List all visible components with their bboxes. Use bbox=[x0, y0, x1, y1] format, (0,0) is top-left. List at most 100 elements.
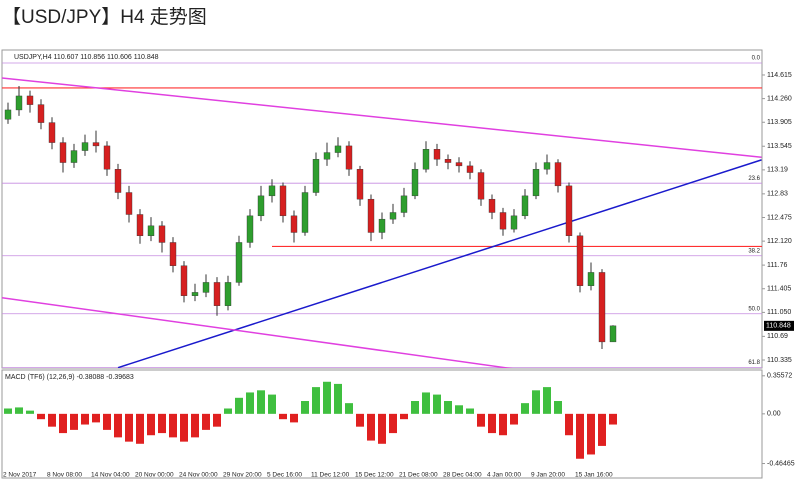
trendline bbox=[117, 159, 762, 368]
y-tick-label: -0.46465 bbox=[767, 460, 795, 467]
macd-bar bbox=[389, 413, 397, 434]
y-tick-label: 110.69 bbox=[767, 333, 788, 340]
macd-bar bbox=[268, 394, 276, 414]
candle-body bbox=[180, 265, 188, 296]
macd-bar bbox=[235, 397, 243, 414]
macd-bar bbox=[246, 392, 254, 414]
chart-header: USDJPY,H4 110.607 110.856 110.606 110.84… bbox=[14, 54, 159, 61]
macd-bar bbox=[565, 413, 573, 436]
x-tick-label: 15 Jan 16:00 bbox=[575, 472, 613, 479]
candle-body bbox=[477, 172, 485, 200]
candle-body bbox=[521, 195, 529, 217]
candle-body bbox=[169, 242, 177, 266]
candle-body bbox=[598, 272, 606, 343]
macd-bar bbox=[37, 413, 45, 420]
candle-body bbox=[488, 198, 496, 213]
fib-label: 0.0 bbox=[752, 56, 761, 62]
candle-body bbox=[48, 122, 56, 143]
macd-bar bbox=[136, 413, 144, 444]
x-tick-label: 8 Nov 08:00 bbox=[47, 472, 82, 479]
macd-bar bbox=[587, 413, 595, 455]
candle-body bbox=[334, 145, 342, 153]
candle-body bbox=[213, 282, 221, 306]
candle-body bbox=[235, 242, 243, 283]
y-tick-label: 112.475 bbox=[767, 214, 792, 221]
candle-body bbox=[136, 214, 144, 237]
candle-body bbox=[367, 198, 375, 233]
x-tick-label: 24 Nov 00:00 bbox=[179, 472, 218, 479]
macd-bar bbox=[147, 413, 155, 436]
y-tick-label: 114.260 bbox=[767, 95, 792, 102]
y-tick-label: 0.35572 bbox=[767, 373, 792, 380]
candle-body bbox=[246, 215, 254, 243]
candle-body bbox=[576, 235, 584, 286]
candle-body bbox=[103, 145, 111, 170]
trendline bbox=[2, 296, 513, 368]
macd-bar bbox=[444, 401, 452, 414]
macd-bar bbox=[290, 413, 298, 423]
y-tick-label: 111.76 bbox=[767, 262, 787, 269]
macd-bar bbox=[455, 405, 463, 414]
macd-bar bbox=[488, 413, 496, 434]
candle-body bbox=[191, 292, 199, 296]
candle-body bbox=[70, 150, 78, 163]
macd-bar bbox=[510, 413, 518, 425]
y-tick-label: 112.83 bbox=[767, 191, 788, 198]
candle-body bbox=[587, 272, 595, 286]
main-plot: 0.0 23.6 38.2 50.0 61.8 bbox=[2, 56, 762, 368]
candle-body bbox=[565, 185, 573, 237]
candle-body bbox=[125, 192, 133, 215]
macd-bar bbox=[598, 413, 606, 446]
y-tick-label: 111.050 bbox=[767, 309, 791, 316]
macd-bar bbox=[609, 413, 617, 425]
candle-body bbox=[499, 212, 507, 230]
candle-body bbox=[554, 162, 562, 187]
x-tick-label: 11 Dec 12:00 bbox=[311, 472, 350, 479]
macd-bar bbox=[257, 390, 265, 414]
y-tick-label: 113.905 bbox=[767, 119, 792, 126]
macd-bar bbox=[59, 413, 67, 434]
last-price-label: 110.848 bbox=[766, 323, 791, 330]
candle-body bbox=[301, 192, 309, 233]
macd-bar bbox=[499, 413, 507, 436]
macd-bar bbox=[26, 410, 34, 414]
candle-body bbox=[26, 95, 34, 105]
candle-body bbox=[224, 282, 232, 306]
x-tick-label: 4 Jan 00:00 bbox=[487, 472, 521, 479]
y-tick-label: 110.335 bbox=[767, 357, 792, 364]
macd-bar bbox=[15, 407, 23, 414]
x-tick-label: 20 Nov 00:00 bbox=[135, 472, 174, 479]
candle-body bbox=[411, 169, 419, 197]
macd-bar bbox=[70, 413, 78, 430]
macd-bar bbox=[213, 413, 221, 427]
candle-body bbox=[290, 215, 298, 233]
candle-body bbox=[345, 145, 353, 170]
x-tick-label: 28 Dec 04:00 bbox=[443, 472, 482, 479]
candle-body bbox=[147, 225, 155, 237]
macd-bar bbox=[312, 387, 320, 414]
macd-bar bbox=[224, 408, 232, 414]
y-tick-label: 111.405 bbox=[767, 286, 791, 293]
y-tick-label: 114.615 bbox=[767, 72, 792, 79]
candle-body bbox=[466, 165, 474, 173]
x-tick-label: 5 Dec 16:00 bbox=[267, 472, 302, 479]
candle-body bbox=[202, 282, 210, 293]
macd-bar bbox=[532, 390, 540, 414]
macd-bar bbox=[191, 413, 199, 438]
last-price-box bbox=[764, 320, 794, 331]
main-panel bbox=[1, 49, 763, 369]
macd-bar bbox=[554, 401, 562, 414]
macd-bar bbox=[103, 413, 111, 430]
x-tick-label: 15 Dec 12:00 bbox=[355, 472, 394, 479]
candle-body bbox=[543, 162, 551, 170]
candle-body bbox=[378, 218, 386, 233]
y-tick-label: 113.545 bbox=[767, 143, 792, 150]
macd-bar bbox=[125, 413, 133, 442]
candle-body bbox=[609, 325, 617, 343]
macd-bar bbox=[466, 408, 474, 414]
candle-body bbox=[455, 162, 463, 167]
candle-body bbox=[312, 159, 320, 193]
candle-body bbox=[510, 215, 518, 230]
x-tick-label: 2 Nov 2017 bbox=[3, 472, 37, 479]
